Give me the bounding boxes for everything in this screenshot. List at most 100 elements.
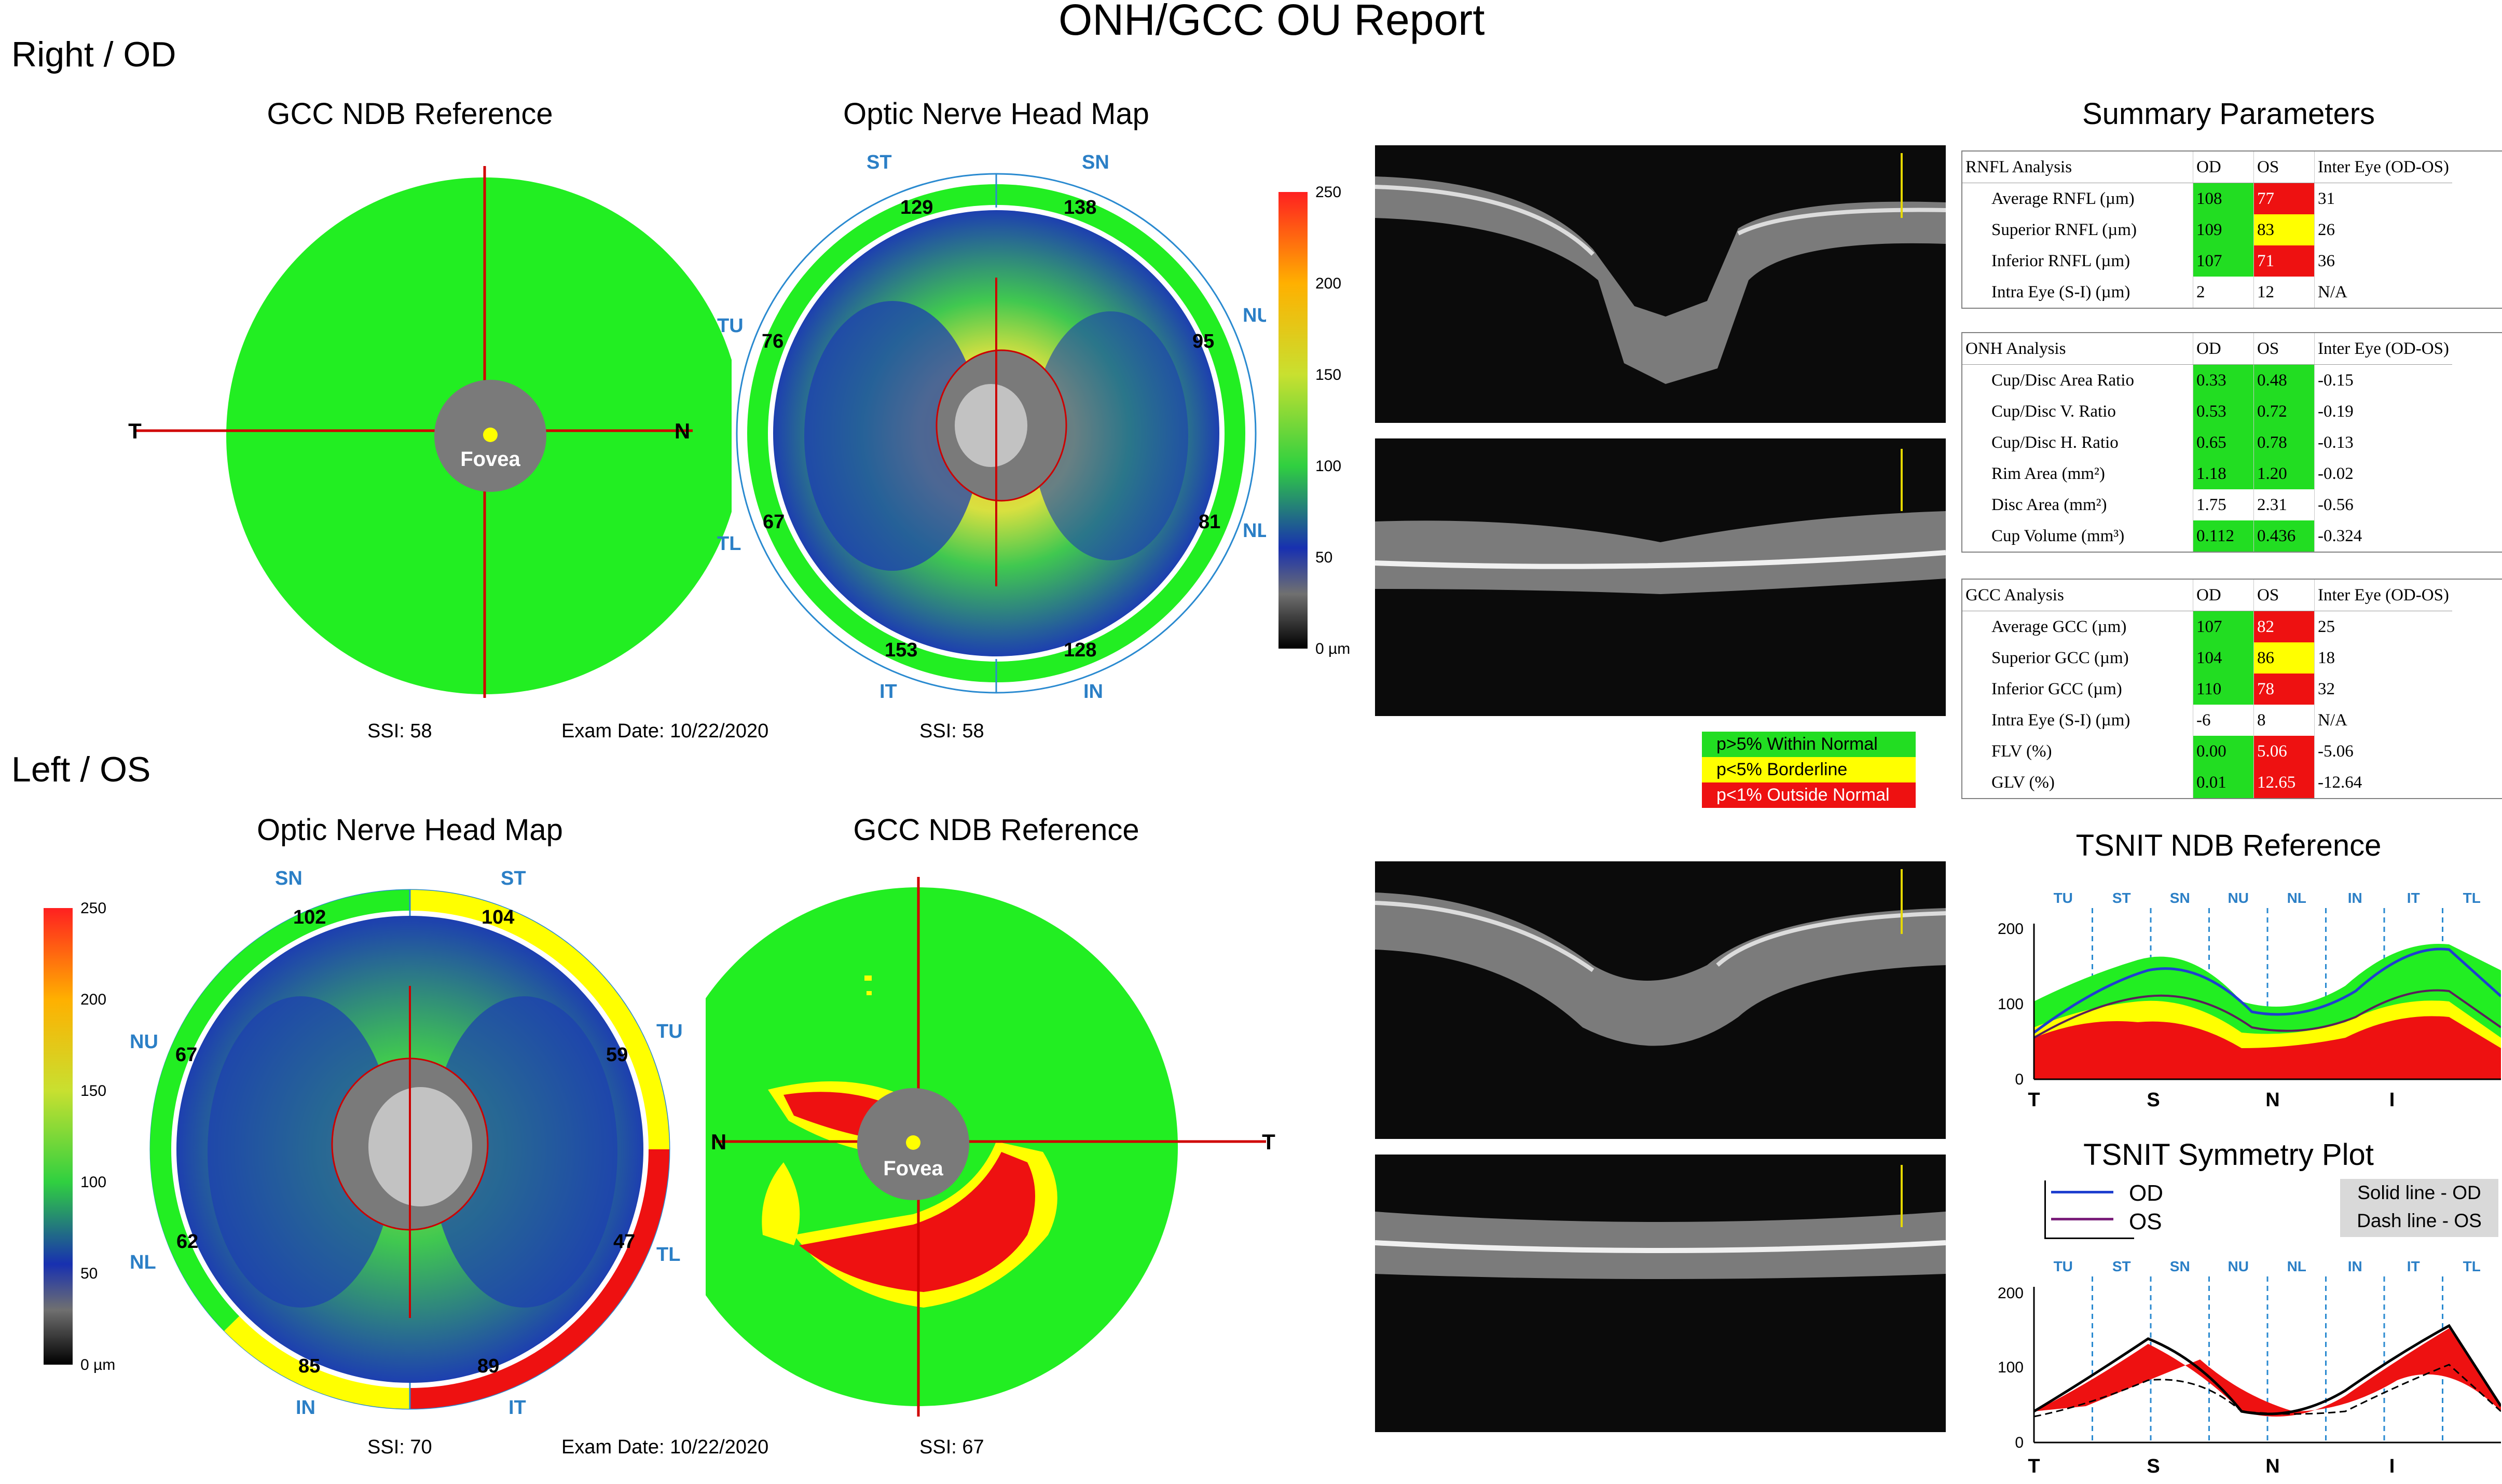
right-eye-label: Right / OD [11, 35, 176, 74]
onh-val-st: 129 [900, 197, 933, 218]
tsnit-sym-chart: TU ST SN NU NL IN IT TL 200 100 0 T S N I [1998, 1258, 2501, 1477]
onh-cell-label: Disc Area (mm²) [1991, 495, 2107, 514]
summary-title: Summary Parameters [2082, 97, 2375, 131]
ndb-sector-label: IN [2348, 890, 2362, 906]
left-ssi-onh: SSI: 70 [367, 1436, 432, 1458]
sym-legend-od-line [2051, 1191, 2113, 1193]
onh-cell-inter: -0.13 [2314, 427, 2452, 458]
onh-sector-it: IT [879, 681, 897, 703]
onh-sector-nu: NU [1243, 305, 1266, 326]
rnfl-cell-label: Intra Eye (S-I) (µm) [1991, 282, 2130, 301]
onh-sector-tu: TU [717, 315, 744, 337]
sym-xtick: T [2028, 1455, 2040, 1477]
onh-analysis-table: ONH Analysis OD OS Inter Eye (OD-OS) Cup… [1962, 333, 2452, 552]
right-colorbar: 250 200 150 100 50 0 µm [1279, 184, 1350, 657]
gcc-cell-od: 110 [2193, 674, 2254, 705]
onh-row: Cup/Disc V. Ratio 0.53 0.72 -0.19 [1962, 396, 2452, 427]
cbar-tick: 200 [1315, 275, 1341, 292]
onh-val-sn: 138 [1064, 197, 1096, 218]
onh-sector-sn: SN [275, 868, 303, 889]
onh-cell-os: 0.78 [2253, 427, 2315, 458]
sym-xtick: I [2389, 1455, 2395, 1477]
onh-val-nl: 81 [1199, 511, 1220, 533]
gcc-header-os: OS [2253, 580, 2315, 611]
cbar-tick: 150 [1315, 366, 1341, 383]
tsnit-ndb-title: TSNIT NDB Reference [2075, 829, 2382, 862]
onh-sector-st: ST [501, 868, 526, 889]
onh-cell-label: Cup/Disc H. Ratio [1991, 433, 2119, 452]
onh-val-sn: 102 [293, 906, 326, 928]
sym-note-os: Dash line - OS [2357, 1210, 2482, 1231]
onh-header-inter: Inter Eye (OD-OS) [2314, 333, 2452, 365]
oct-bscan-od-onh [1375, 145, 1946, 423]
gcc-cell-os: 8 [2253, 705, 2315, 736]
left-onh-title: Optic Nerve Head Map [257, 813, 563, 847]
onh-val-tu: 76 [762, 331, 783, 352]
ndb-xtick: S [2147, 1089, 2160, 1111]
gcc-dir-right: T [1262, 1130, 1275, 1154]
right-exam-date: Exam Date: 10/22/2020 [561, 720, 769, 742]
gcc-cell-od: -6 [2193, 705, 2254, 736]
rnfl-cell-os: 12 [2253, 277, 2315, 308]
right-gcc-title: GCC NDB Reference [267, 97, 553, 131]
gcc-row: Average GCC (µm) 107 82 25 [1962, 611, 2452, 642]
left-gcc-title: GCC NDB Reference [853, 813, 1139, 847]
ndb-ytick: 0 [2015, 1071, 2024, 1088]
onh-row: Cup Volume (mm³) 0.112 0.436 -0.324 [1962, 520, 2452, 552]
ndb-xtick: T [2028, 1089, 2040, 1111]
cbar-tick: 250 [1315, 184, 1341, 201]
sym-sector-label: ST [2112, 1258, 2131, 1274]
onh-val-tl: 47 [613, 1231, 635, 1253]
ndb-xtick: N [2265, 1089, 2279, 1111]
rnfl-cell-od: 109 [2193, 214, 2254, 245]
legend-within-normal: p>5% Within Normal [1702, 732, 1916, 757]
fovea-label: Fovea [883, 1157, 943, 1180]
onh-cell-os: 0.48 [2253, 364, 2315, 396]
onh-cell-label: Cup/Disc V. Ratio [1991, 402, 2116, 421]
onh-val-in: 128 [1064, 639, 1096, 661]
sym-sector-label: SN [2170, 1258, 2190, 1274]
cbar-tick: 0 µm [1315, 640, 1350, 657]
onh-row: Cup/Disc H. Ratio 0.65 0.78 -0.13 [1962, 427, 2452, 458]
gcc-table: GCC Analysis OD OS Inter Eye (OD-OS) Ave… [1961, 579, 2502, 799]
onh-sector-nu: NU [130, 1031, 158, 1053]
rnfl-cell-od: 108 [2193, 183, 2254, 214]
gcc-cell-label: Inferior GCC (µm) [1991, 679, 2122, 698]
onh-cell-label: Cup/Disc Area Ratio [1991, 370, 2134, 390]
onh-cell-od: 0.112 [2193, 520, 2254, 552]
gcc-row: Superior GCC (µm) 104 86 18 [1962, 642, 2452, 674]
gcc-dir-left: N [711, 1130, 726, 1154]
gcc-cell-label: Superior GCC (µm) [1991, 648, 2129, 667]
sym-legend-box: OD OS [2044, 1180, 2163, 1239]
rnfl-header-inter: Inter Eye (OD-OS) [2314, 152, 2452, 183]
onh-header-od: OD [2193, 333, 2254, 365]
gcc-cell-od: 0.00 [2193, 736, 2254, 767]
onh-sector-tl: TL [717, 533, 741, 555]
gcc-header-label: GCC Analysis [1962, 580, 2193, 611]
sym-note-od: Solid line - OD [2357, 1182, 2481, 1203]
rnfl-row: Superior RNFL (µm) 109 83 26 [1962, 214, 2452, 245]
oct-bscan-os-onh [1375, 861, 1946, 1139]
sym-legend-os-line [2051, 1218, 2113, 1220]
rnfl-cell-inter: 36 [2314, 245, 2452, 277]
sym-sector-label: NU [2228, 1258, 2249, 1274]
onh-val-st: 104 [482, 906, 514, 928]
sym-legend-od: OD [2129, 1180, 2163, 1206]
cbar-tick: 200 [80, 991, 106, 1008]
right-gcc-map: Fovea T N [128, 166, 732, 698]
left-eye-label: Left / OS [11, 750, 151, 789]
rnfl-cell-os: 77 [2253, 183, 2315, 214]
rnfl-cell-label: Inferior RNFL (µm) [1991, 251, 2130, 270]
rnfl-cell-os: 83 [2253, 214, 2315, 245]
onh-row: Cup/Disc Area Ratio 0.33 0.48 -0.15 [1962, 364, 2452, 396]
ndb-sector-label: ST [2112, 890, 2131, 906]
onh-cell-label: Cup Volume (mm³) [1991, 526, 2125, 545]
ndb-sector-label: IT [2407, 890, 2420, 906]
left-gcc-map: Fovea N T [706, 877, 1275, 1417]
ndb-sector-label: NU [2228, 890, 2249, 906]
onh-sector-in: IN [1083, 681, 1103, 703]
gcc-row: FLV (%) 0.00 5.06 -5.06 [1962, 736, 2452, 767]
cbar-tick: 150 [80, 1082, 106, 1100]
sym-ytick: 100 [1998, 1359, 2024, 1376]
gcc-cell-inter: 25 [2314, 611, 2452, 642]
